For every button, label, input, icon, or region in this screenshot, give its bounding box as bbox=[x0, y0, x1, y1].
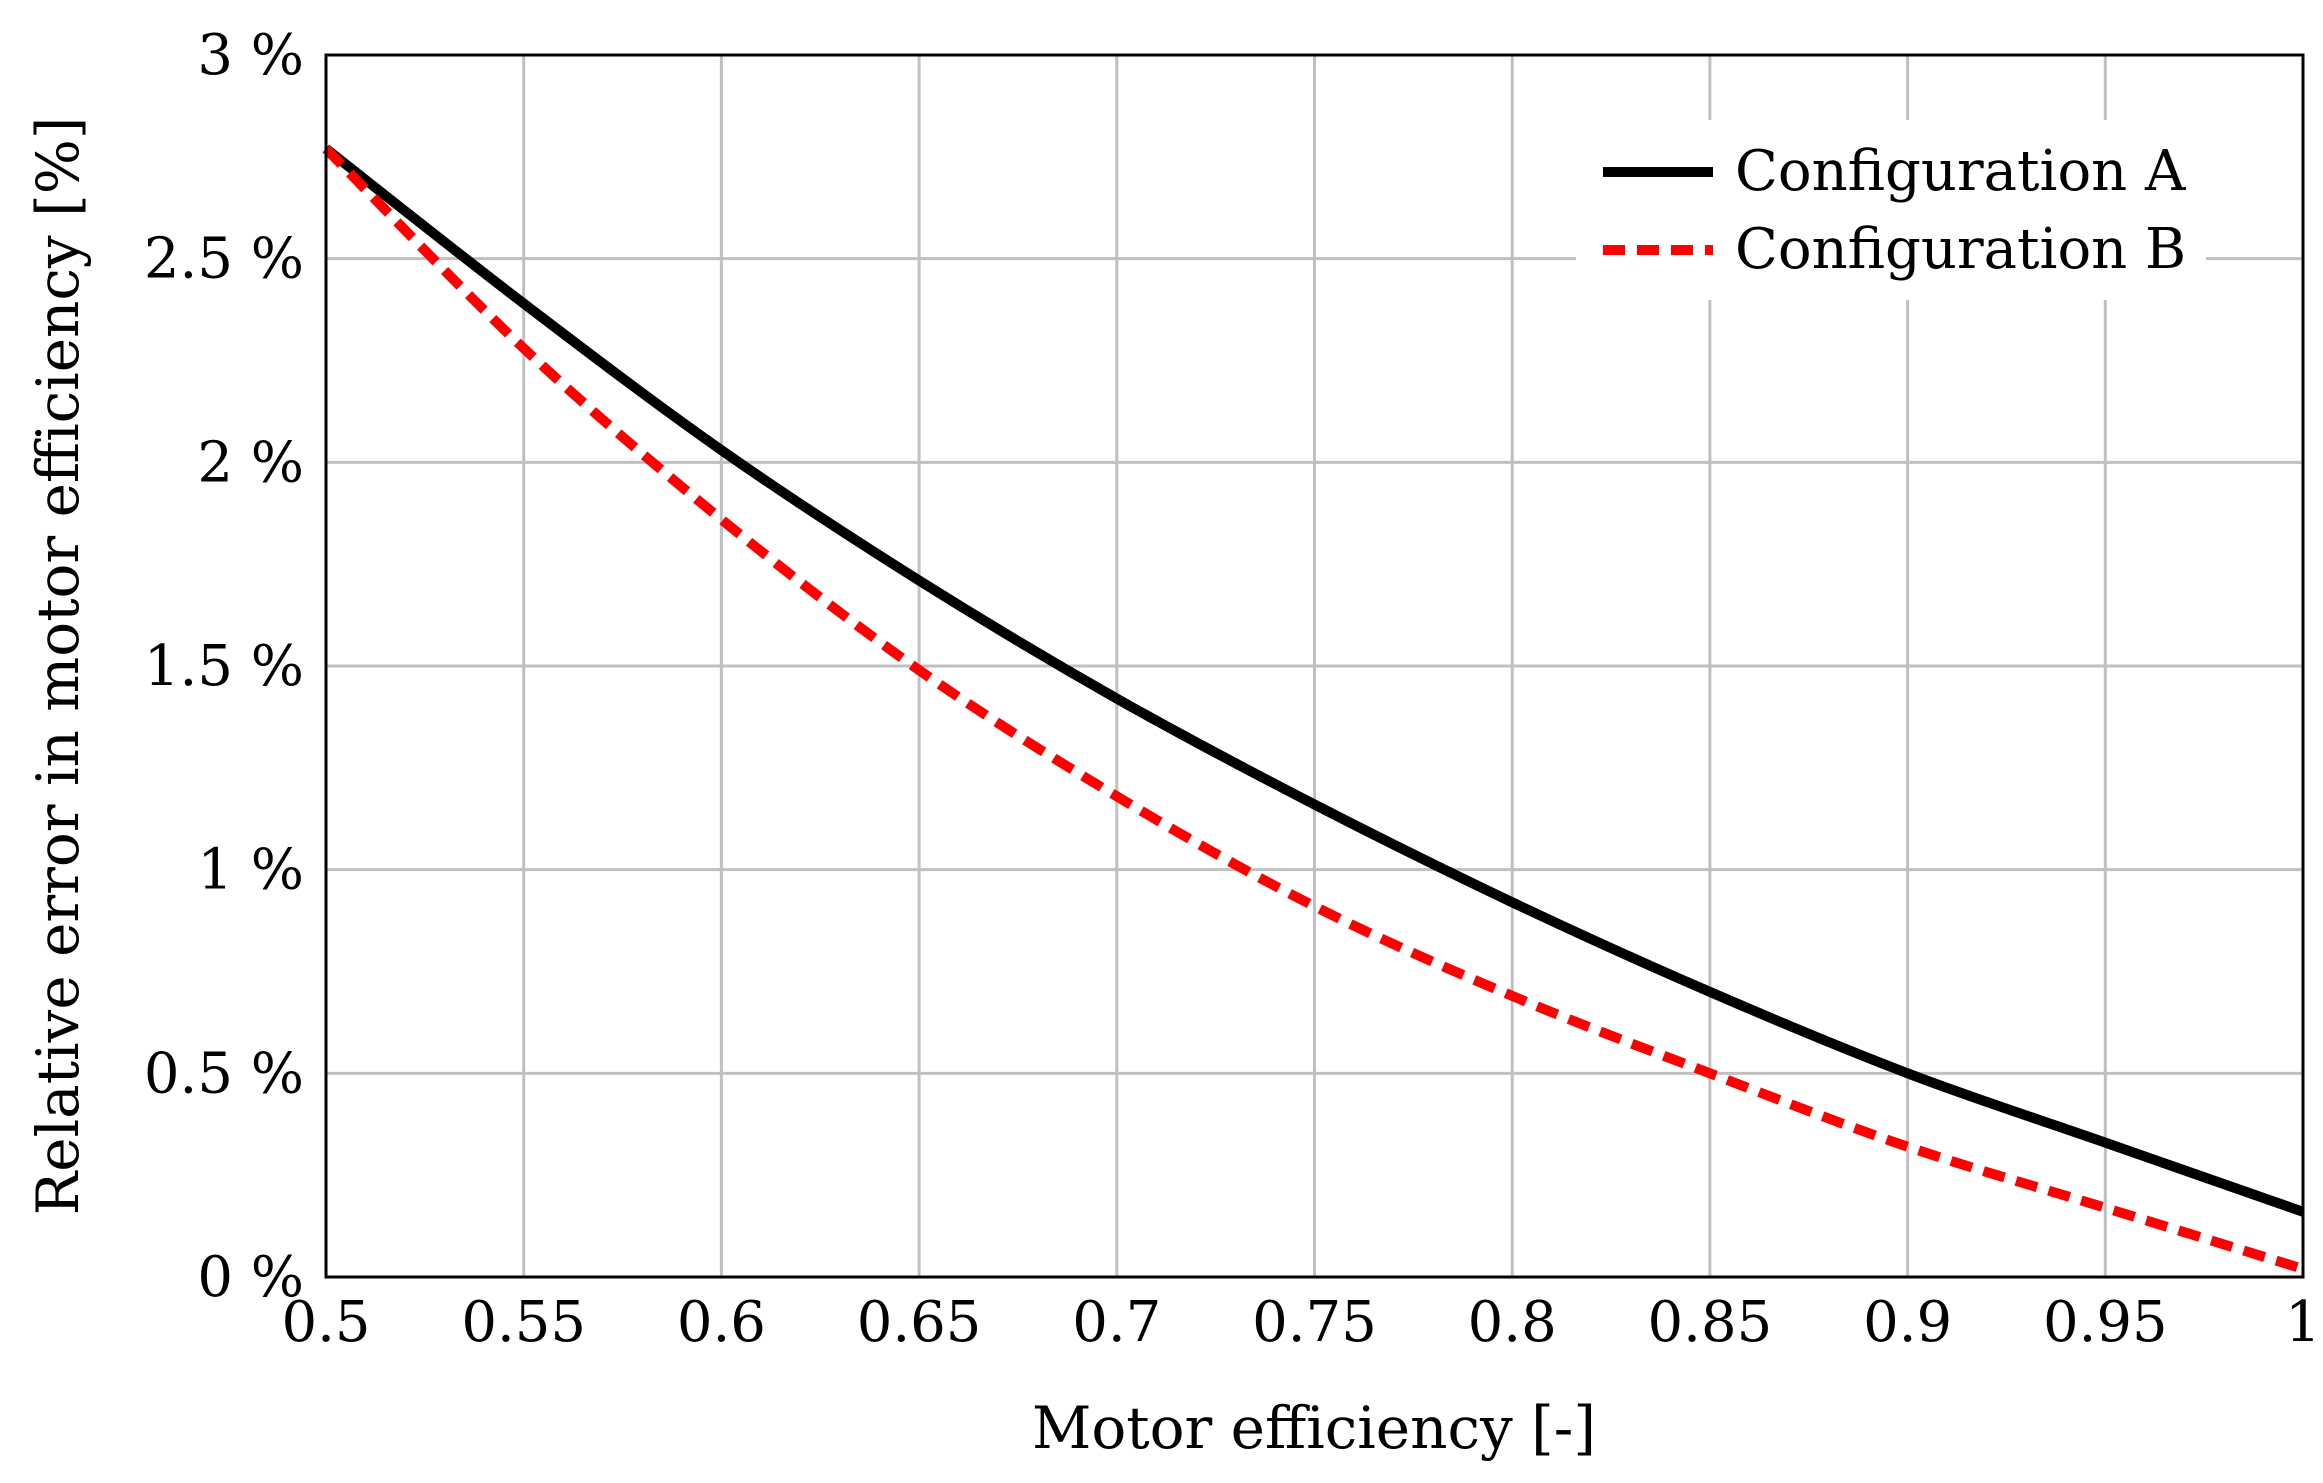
y-tick-labels: 0 % 0.5 % 1 % 1.5 % 2 % 2.5 % 3 % bbox=[144, 23, 304, 1310]
y-axis-label: Relative error in motor efficiency [%] bbox=[24, 117, 92, 1216]
x-tick-label: 1 bbox=[2285, 1290, 2321, 1355]
series-line-configuration-a bbox=[322, 144, 2305, 1217]
legend-label-configuration-b: Configuration B bbox=[1735, 217, 2186, 282]
x-tick-label: 0.9 bbox=[1863, 1290, 1952, 1355]
legend-label-configuration-a: Configuration A bbox=[1735, 139, 2186, 204]
x-axis-label: Motor efficiency [-] bbox=[1032, 1394, 1596, 1462]
x-tick-label: 0.5 bbox=[281, 1290, 370, 1355]
x-tick-label: 0.55 bbox=[461, 1290, 586, 1355]
x-tick-label: 0.8 bbox=[1468, 1290, 1557, 1355]
x-tick-label: 0.6 bbox=[677, 1290, 766, 1355]
x-tick-label: 0.65 bbox=[857, 1290, 982, 1355]
series-layer bbox=[322, 144, 2305, 1274]
plot-frame bbox=[324, 53, 2305, 1279]
y-tick-label: 3 % bbox=[197, 23, 304, 88]
x-tick-label: 0.95 bbox=[2043, 1290, 2168, 1355]
y-tick-label: 2.5 % bbox=[144, 227, 304, 292]
legend-background bbox=[1576, 120, 2206, 300]
legend: Configuration A Configuration B bbox=[1576, 120, 2206, 300]
x-tick-label: 0.75 bbox=[1252, 1290, 1377, 1355]
series-line-configuration-b bbox=[322, 145, 2305, 1274]
x-tick-label: 0.7 bbox=[1072, 1290, 1161, 1355]
y-tick-label: 0 % bbox=[197, 1245, 304, 1310]
y-tick-label: 0.5 % bbox=[144, 1041, 304, 1106]
y-tick-label: 1.5 % bbox=[144, 634, 304, 699]
y-tick-label: 1 % bbox=[197, 838, 304, 903]
x-tick-label: 0.85 bbox=[1648, 1290, 1773, 1355]
x-tick-labels: 0.5 0.55 0.6 0.65 0.7 0.75 0.8 0.85 0.9 0.95 1 bbox=[281, 1290, 2320, 1355]
y-tick-label: 2 % bbox=[197, 430, 304, 495]
